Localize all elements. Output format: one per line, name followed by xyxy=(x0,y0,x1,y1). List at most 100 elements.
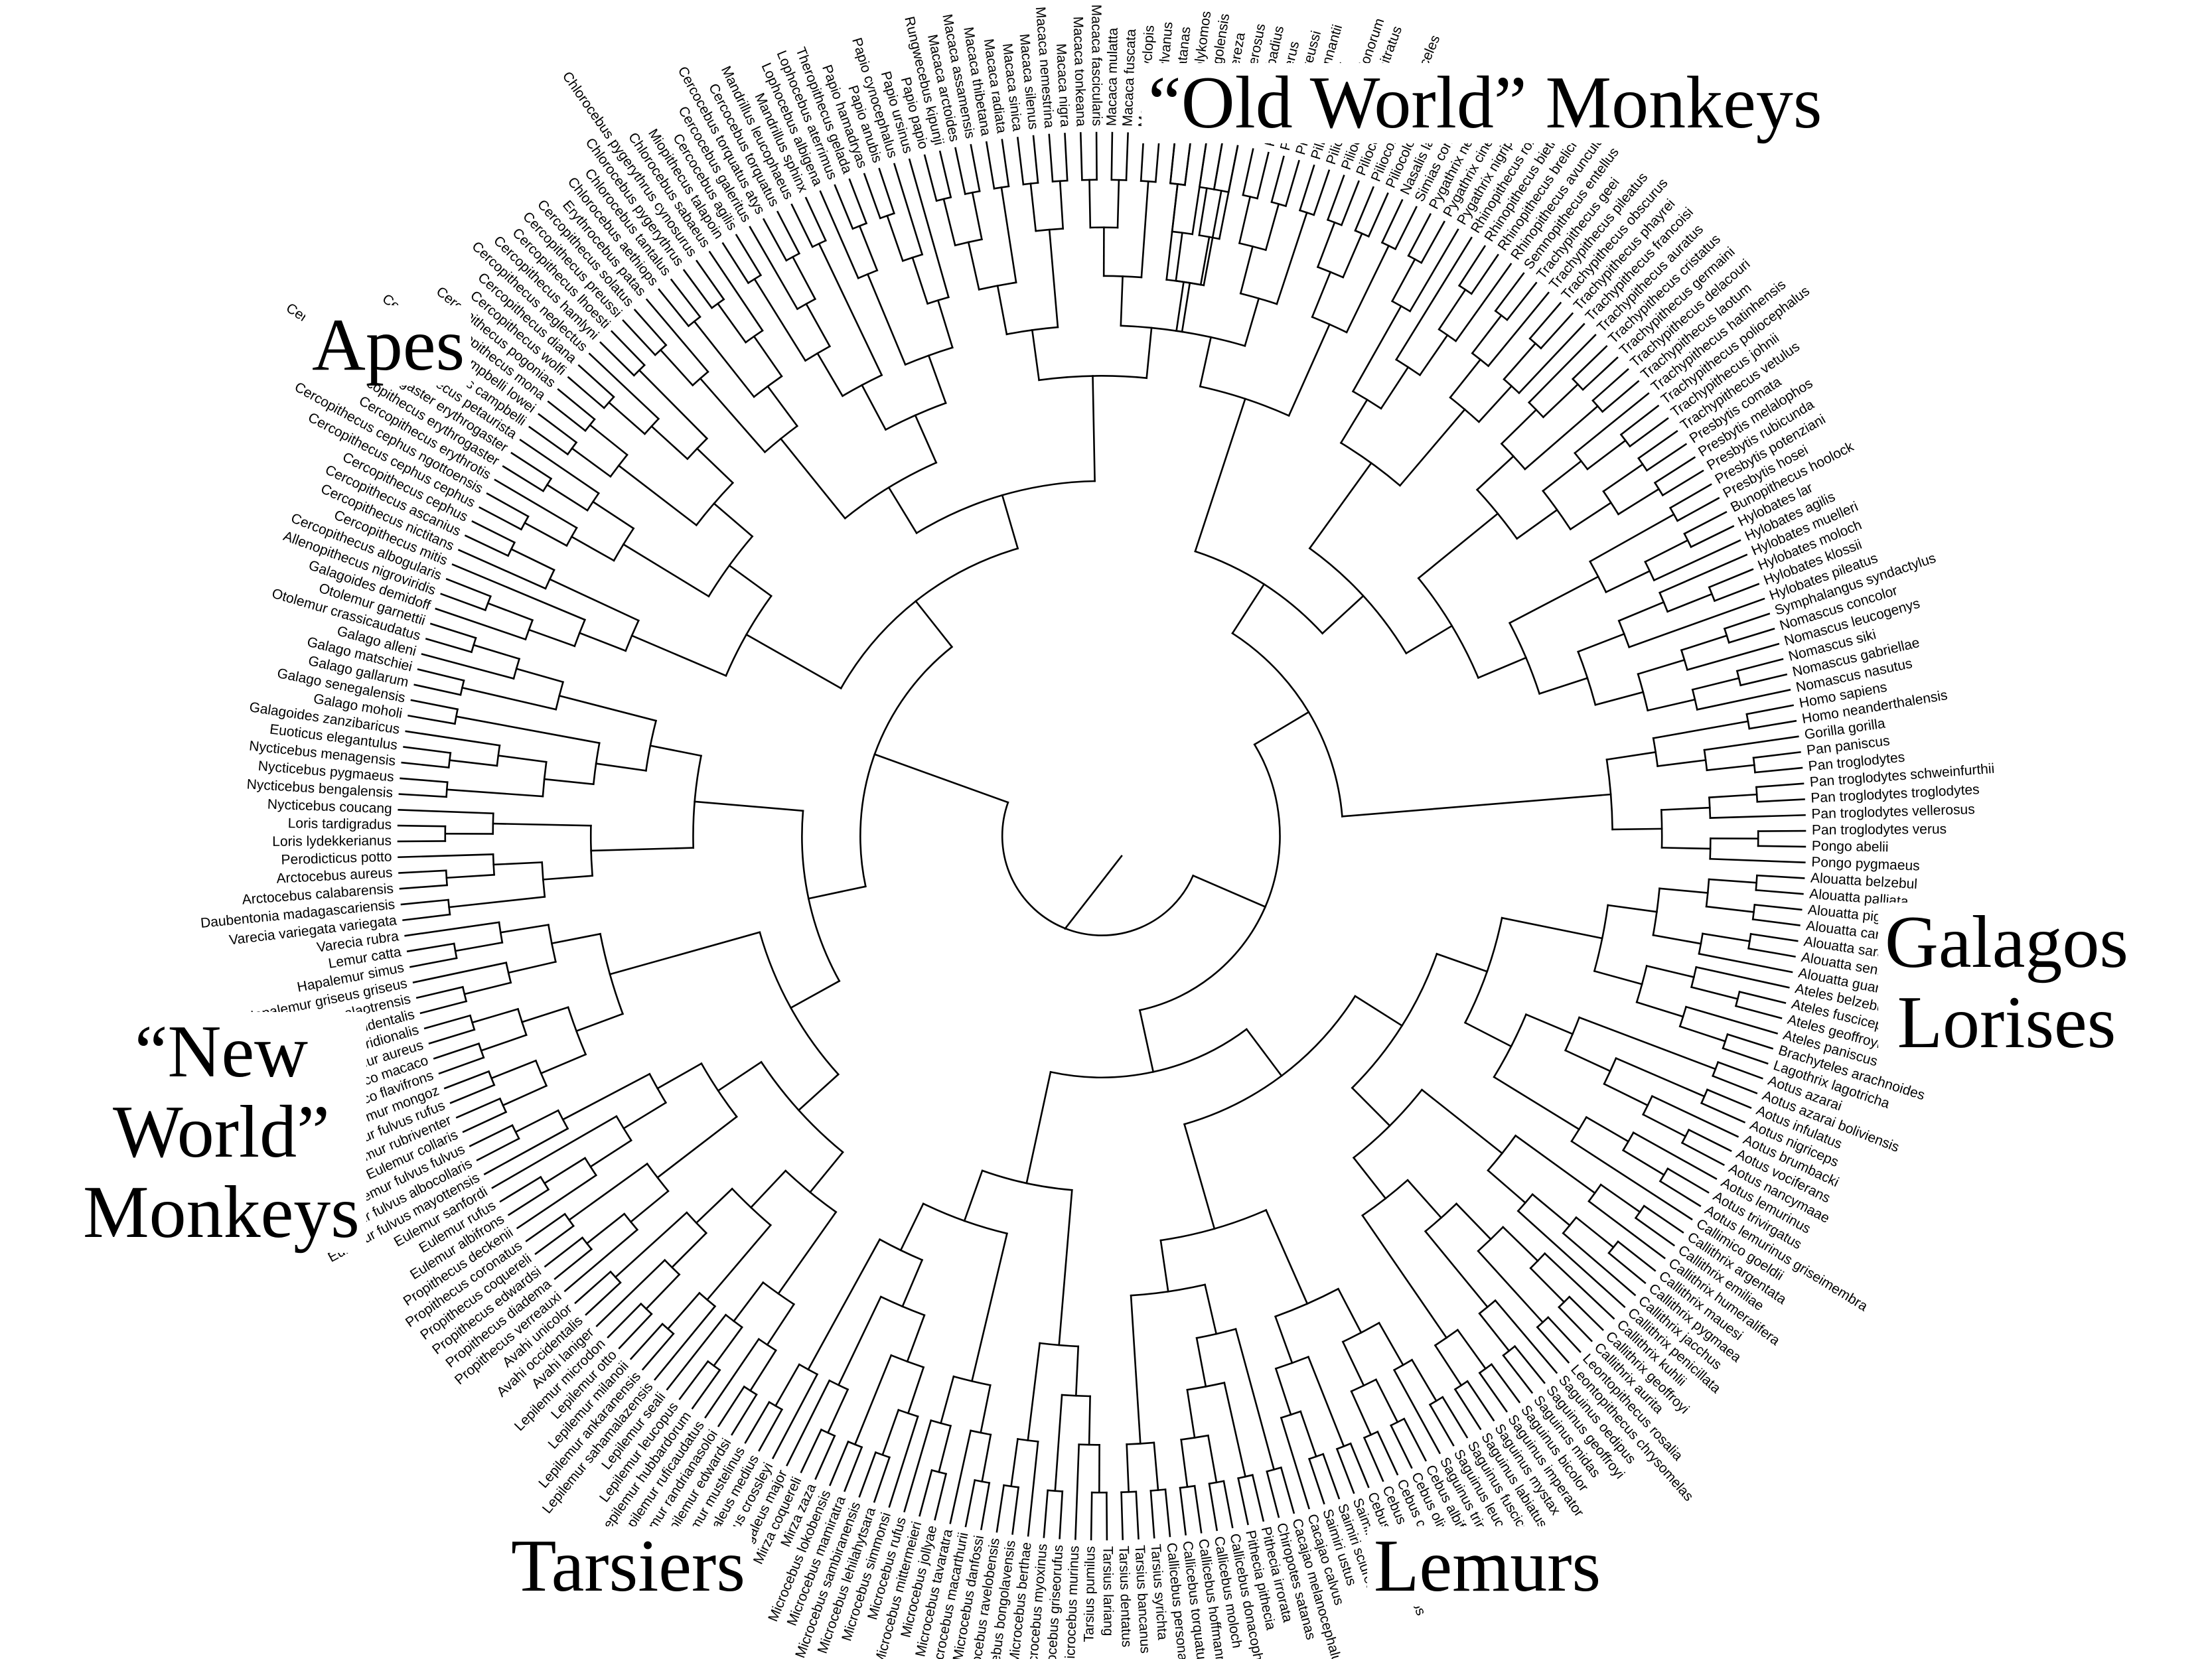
tree-branch xyxy=(816,352,844,397)
tree-arc xyxy=(516,1007,528,1037)
tree-arc xyxy=(1475,488,1518,540)
tree-branch xyxy=(1523,405,1599,470)
tree-arc xyxy=(890,1354,925,1369)
tree-arc xyxy=(1407,254,1423,264)
tree-branch xyxy=(1586,439,1627,470)
tree-branch xyxy=(659,348,694,387)
tree-branch xyxy=(1501,1226,1539,1262)
tree-branch xyxy=(1680,1141,1725,1167)
tree-branch xyxy=(1438,288,1467,331)
tree-branch xyxy=(400,899,449,906)
tree-arc xyxy=(1752,757,1756,774)
tree-branch xyxy=(1471,314,1503,355)
tree-branch xyxy=(873,1456,891,1503)
tree-arc xyxy=(1593,904,1609,972)
tree-arc xyxy=(581,1236,593,1251)
group-label-new-world-monkeys: “New World” Monkeys xyxy=(76,1012,366,1253)
tree-arc xyxy=(1635,964,1648,1003)
tree-arc xyxy=(1637,457,1649,472)
tree-arc xyxy=(1130,1283,1207,1297)
tree-branch xyxy=(558,694,658,722)
tree-branch xyxy=(557,388,596,421)
tree-branch xyxy=(455,715,601,745)
tree-branch xyxy=(1011,1486,1020,1535)
tree-branch xyxy=(510,547,555,571)
tree-branch xyxy=(981,1433,992,1483)
tree-branch xyxy=(633,309,668,346)
tree-branch xyxy=(1709,814,1806,819)
tree-branch xyxy=(1234,1328,1276,1471)
tree-branch xyxy=(443,1070,490,1090)
group-label-apes: Apes xyxy=(305,305,472,386)
tree-branch xyxy=(744,1401,771,1444)
tree-branch xyxy=(753,277,807,362)
tree-branch xyxy=(1408,228,1459,313)
tree-branch xyxy=(980,1482,991,1530)
tree-branch xyxy=(666,1291,701,1331)
tree-branch xyxy=(1755,889,1804,895)
tree-branch xyxy=(464,534,510,557)
tree-branch xyxy=(1390,1424,1413,1469)
tree-branch xyxy=(1531,1192,1572,1227)
tree-arc xyxy=(1564,1016,1581,1052)
tree-branch xyxy=(1058,1189,1073,1346)
tree-arc xyxy=(922,1202,1008,1235)
tree-branch xyxy=(1487,291,1550,368)
tree-arc xyxy=(904,346,954,366)
tree-arc xyxy=(915,480,1096,535)
tree-branch xyxy=(1204,1283,1218,1335)
tree-branch xyxy=(1629,417,1669,448)
tree-branch xyxy=(402,913,451,922)
tree-branch xyxy=(433,1043,480,1060)
tree-branch xyxy=(461,686,557,711)
tree-branch xyxy=(523,522,568,547)
group-label-old-world-monkeys: “Old World” Monkeys xyxy=(1142,63,1829,143)
tree-branch xyxy=(403,746,452,755)
tree-branch xyxy=(1352,1156,1387,1200)
tree-arc xyxy=(796,297,817,311)
tree-arc xyxy=(1049,1028,1248,1078)
tree-branch xyxy=(666,1313,727,1391)
tree-arc xyxy=(844,461,938,520)
tree-arc xyxy=(1159,1208,1268,1242)
tree-branch xyxy=(445,873,495,879)
tree-branch xyxy=(1527,334,1597,404)
tree-branch xyxy=(483,1127,569,1176)
tree-arc xyxy=(567,1006,587,1056)
tree-arc xyxy=(1001,801,1195,936)
tree-branch xyxy=(409,957,458,968)
tree-branch xyxy=(1619,404,1660,436)
tree-branch xyxy=(1276,211,1308,305)
tree-branch xyxy=(469,1124,514,1147)
tree-branch xyxy=(578,632,627,652)
tree-branch xyxy=(1687,1128,1732,1152)
tree-branch xyxy=(893,163,924,256)
tree-branch xyxy=(1354,995,1404,1027)
tree-branch xyxy=(1198,187,1208,236)
tree-branch xyxy=(1466,1380,1495,1422)
tree-branch xyxy=(1706,1088,1752,1110)
tree-branch xyxy=(567,376,606,409)
tree-branch xyxy=(401,761,450,769)
tip-label: Loris lydekkerianus xyxy=(272,833,392,849)
tree-branch xyxy=(1500,408,1538,445)
tree-branch xyxy=(1478,1312,1511,1352)
tree-branch xyxy=(491,1115,618,1189)
tree-arc xyxy=(1351,952,1438,1090)
tree-branch xyxy=(497,755,548,763)
tree-branch xyxy=(428,1028,476,1045)
tree-branch xyxy=(1322,1453,1341,1500)
tree-branch xyxy=(1326,175,1345,221)
tree-arc xyxy=(1508,622,1541,695)
tree-branch xyxy=(423,1014,472,1030)
tree-arc xyxy=(1438,328,1457,342)
tree-branch xyxy=(771,1373,819,1459)
tree-arc xyxy=(557,1109,569,1130)
tree-branch xyxy=(1660,806,1711,811)
tree-branch xyxy=(399,884,448,890)
tree-arc xyxy=(609,453,628,478)
tree-branch xyxy=(1095,131,1098,181)
tree-branch xyxy=(400,777,449,784)
tree-branch xyxy=(448,895,546,908)
tree-branch xyxy=(818,242,883,377)
